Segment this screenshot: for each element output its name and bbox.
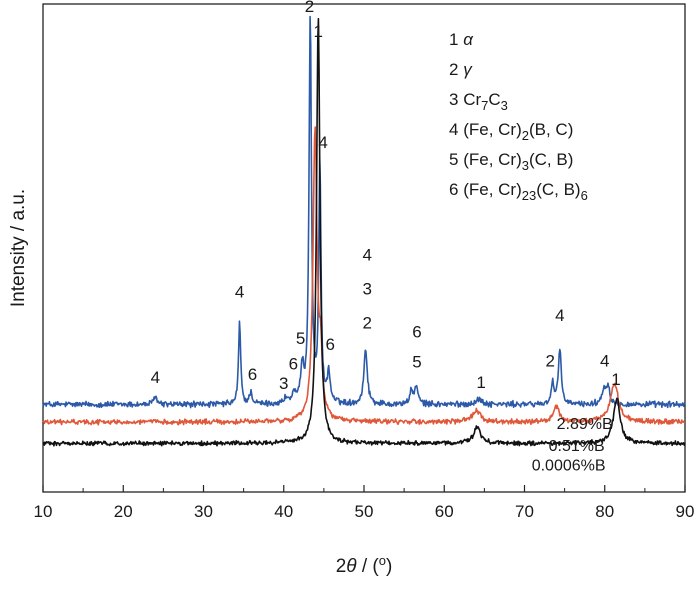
x-ticks: 10 20 30 40 50 60 70 80 90 [34, 485, 695, 521]
peak-label: 6 [326, 335, 335, 354]
x-tick-label: 70 [515, 502, 534, 521]
peak-label: 4 [151, 368, 160, 387]
phase-legend-item: 5 (Fe, Cr)3(C, B) [449, 150, 573, 173]
peak-label: 5 [412, 353, 421, 372]
x-tick-label: 60 [435, 502, 454, 521]
peak-label: 4 [362, 246, 371, 265]
y-axis-label: Intensity / a.u. [8, 189, 29, 307]
x-tick-label: 80 [595, 502, 614, 521]
phase-legend-item: 2 γ [449, 60, 473, 79]
x-tick-label: 20 [114, 502, 133, 521]
series-line [42, 15, 686, 409]
peak-label: 1 [476, 373, 485, 392]
x-tick-label: 30 [194, 502, 213, 521]
peak-label: 6 [248, 365, 257, 384]
x-tick-label: 10 [34, 502, 53, 521]
curve-label: 2.89%B [557, 416, 613, 433]
x-tick-label: 40 [274, 502, 293, 521]
series-line [42, 126, 686, 426]
phase-legend-item: 3 Cr7C3 [449, 90, 508, 113]
peak-label: 5 [296, 329, 305, 348]
phase-legend-item: 1 α [449, 30, 474, 49]
curve-label: 0.51%B [549, 438, 605, 455]
peak-label: 3 [362, 280, 371, 299]
peak-label: 6 [412, 322, 421, 341]
peak-label: 2 [362, 314, 371, 333]
peak-label: 2 [545, 352, 554, 371]
phase-legend-item: 6 (Fe, Cr)23(C, B)6 [449, 180, 588, 203]
peak-label: 6 [289, 355, 298, 374]
curve-label: 0.0006%B [532, 458, 606, 475]
curve-labels: 2.89%B 0.51%B 0.0006%B [532, 416, 613, 475]
peak-label: 1 [611, 370, 620, 389]
x-tick-label: 90 [676, 502, 695, 521]
peak-label: 4 [555, 306, 564, 325]
peak-label: 1 [314, 22, 323, 41]
series-line [42, 17, 686, 447]
series-layer [42, 15, 686, 447]
phase-legend-item: 4 (Fe, Cr)2(B, C) [449, 120, 573, 143]
peak-label: 4 [235, 283, 244, 302]
peak-label: 2 [305, 0, 314, 16]
peak-label: 4 [318, 133, 327, 152]
x-axis-label: 2θ / (o) [336, 553, 393, 577]
x-tick-label: 50 [355, 502, 374, 521]
phase-legend: 1 α 2 γ 3 Cr7C3 4 (Fe, Cr)2(B, C) 5 (Fe, Cr)… [449, 30, 588, 203]
peak-label: 3 [279, 374, 288, 393]
peak-label: 4 [600, 352, 609, 371]
